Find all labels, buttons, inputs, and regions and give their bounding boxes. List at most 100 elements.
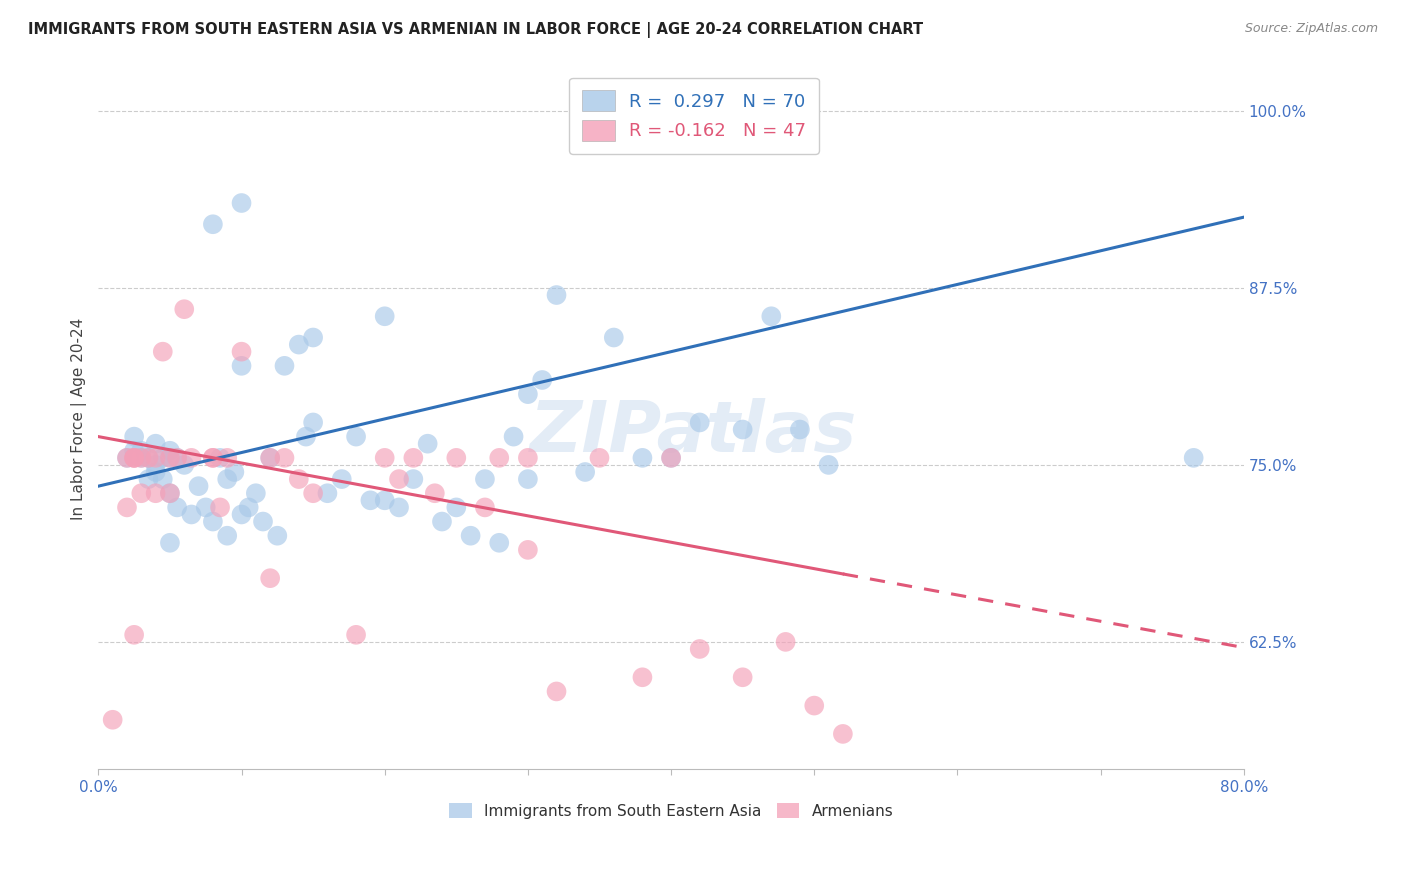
- Point: [488, 450, 510, 465]
- Point: [231, 196, 253, 211]
- Point: [115, 500, 138, 515]
- Point: [138, 472, 160, 486]
- Point: [789, 423, 811, 437]
- Point: [259, 450, 281, 465]
- Point: [731, 670, 754, 684]
- Point: [546, 684, 568, 698]
- Point: [252, 515, 274, 529]
- Point: [288, 472, 311, 486]
- Point: [474, 500, 496, 515]
- Point: [122, 450, 145, 465]
- Point: [173, 302, 195, 317]
- Point: [603, 330, 626, 344]
- Point: [546, 288, 568, 302]
- Point: [201, 515, 224, 529]
- Point: [187, 479, 209, 493]
- Point: [831, 727, 853, 741]
- Point: [446, 450, 468, 465]
- Point: [159, 486, 181, 500]
- Point: [201, 217, 224, 231]
- Point: [531, 373, 554, 387]
- Point: [231, 508, 253, 522]
- Point: [344, 628, 367, 642]
- Point: [173, 458, 195, 472]
- Point: [166, 450, 188, 465]
- Point: [209, 500, 232, 515]
- Point: [402, 472, 425, 486]
- Point: [224, 465, 246, 479]
- Point: [131, 486, 153, 500]
- Point: [131, 450, 153, 465]
- Point: [474, 472, 496, 486]
- Point: [273, 450, 295, 465]
- Point: [166, 500, 188, 515]
- Point: [588, 450, 610, 465]
- Point: [159, 486, 181, 500]
- Point: [731, 423, 754, 437]
- Point: [209, 450, 232, 465]
- Point: [295, 429, 318, 443]
- Point: [288, 337, 311, 351]
- Point: [266, 529, 288, 543]
- Point: [159, 450, 181, 465]
- Point: [145, 436, 167, 450]
- Point: [122, 429, 145, 443]
- Point: [145, 458, 167, 472]
- Point: [115, 450, 138, 465]
- Point: [159, 443, 181, 458]
- Point: [817, 458, 839, 472]
- Point: [166, 450, 188, 465]
- Point: [359, 493, 381, 508]
- Point: [388, 500, 411, 515]
- Point: [502, 429, 524, 443]
- Point: [631, 450, 654, 465]
- Point: [138, 450, 160, 465]
- Point: [231, 359, 253, 373]
- Point: [152, 344, 174, 359]
- Point: [194, 500, 217, 515]
- Point: [803, 698, 825, 713]
- Point: [1182, 450, 1205, 465]
- Point: [516, 387, 538, 401]
- Point: [423, 486, 446, 500]
- Point: [374, 450, 396, 465]
- Point: [152, 472, 174, 486]
- Point: [316, 486, 339, 500]
- Point: [446, 500, 468, 515]
- Point: [115, 450, 138, 465]
- Point: [131, 443, 153, 458]
- Point: [201, 450, 224, 465]
- Point: [416, 436, 439, 450]
- Point: [152, 450, 174, 465]
- Point: [516, 542, 538, 557]
- Legend: Immigrants from South Eastern Asia, Armenians: Immigrants from South Eastern Asia, Arme…: [443, 797, 900, 825]
- Text: Source: ZipAtlas.com: Source: ZipAtlas.com: [1244, 22, 1378, 36]
- Point: [330, 472, 353, 486]
- Point: [460, 529, 482, 543]
- Point: [775, 635, 797, 649]
- Point: [180, 450, 202, 465]
- Point: [145, 465, 167, 479]
- Point: [122, 628, 145, 642]
- Point: [245, 486, 267, 500]
- Point: [273, 359, 295, 373]
- Point: [159, 450, 181, 465]
- Point: [217, 450, 239, 465]
- Point: [516, 472, 538, 486]
- Point: [122, 450, 145, 465]
- Point: [131, 450, 153, 465]
- Point: [302, 416, 325, 430]
- Point: [689, 642, 711, 657]
- Point: [516, 450, 538, 465]
- Point: [159, 536, 181, 550]
- Point: [122, 443, 145, 458]
- Point: [101, 713, 124, 727]
- Point: [259, 571, 281, 585]
- Point: [761, 310, 783, 324]
- Point: [145, 450, 167, 465]
- Point: [231, 344, 253, 359]
- Text: IMMIGRANTS FROM SOUTH EASTERN ASIA VS ARMENIAN IN LABOR FORCE | AGE 20-24 CORREL: IMMIGRANTS FROM SOUTH EASTERN ASIA VS AR…: [28, 22, 924, 38]
- Point: [302, 486, 325, 500]
- Y-axis label: In Labor Force | Age 20-24: In Labor Force | Age 20-24: [72, 318, 87, 520]
- Point: [659, 450, 682, 465]
